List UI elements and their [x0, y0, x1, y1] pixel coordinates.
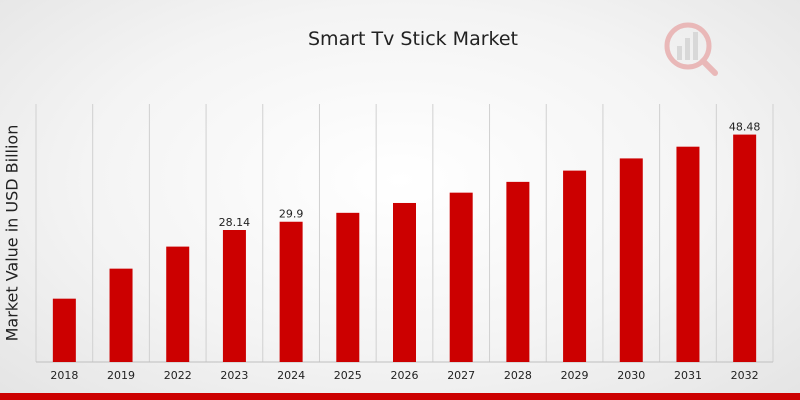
bar — [336, 212, 360, 362]
x-tick-label: 2019 — [107, 369, 135, 382]
bar — [166, 246, 190, 362]
x-tick-label: 2022 — [164, 369, 192, 382]
x-tick-label: 2027 — [447, 369, 475, 382]
x-tick-label: 2025 — [334, 369, 362, 382]
bar — [279, 221, 303, 362]
x-tick-label: 2024 — [277, 369, 305, 382]
bar — [619, 158, 643, 362]
data-label: 29.9 — [279, 208, 304, 221]
x-tick-label: 2028 — [504, 369, 532, 382]
x-tick-label: 2031 — [674, 369, 702, 382]
x-tick-label: 2026 — [391, 369, 419, 382]
bar — [222, 229, 246, 362]
bottom-accent-bar — [0, 393, 800, 400]
x-tick-label: 2032 — [731, 369, 759, 382]
bar — [733, 134, 757, 362]
chart-title: Smart Tv Stick Market — [308, 28, 518, 50]
bar — [676, 146, 700, 362]
data-label: 48.48 — [729, 121, 761, 134]
x-tick-label: 2023 — [220, 369, 248, 382]
x-tick-label: 2030 — [617, 369, 645, 382]
bar — [393, 202, 416, 362]
x-tick-label: 2029 — [561, 369, 589, 382]
data-label: 28.14 — [219, 216, 251, 229]
bar — [52, 298, 76, 362]
bar — [506, 181, 530, 362]
bar — [563, 170, 587, 362]
bar — [109, 268, 133, 362]
bar — [449, 192, 473, 362]
market-research-logo-icon — [664, 22, 718, 76]
x-tick-label: 2018 — [50, 369, 78, 382]
